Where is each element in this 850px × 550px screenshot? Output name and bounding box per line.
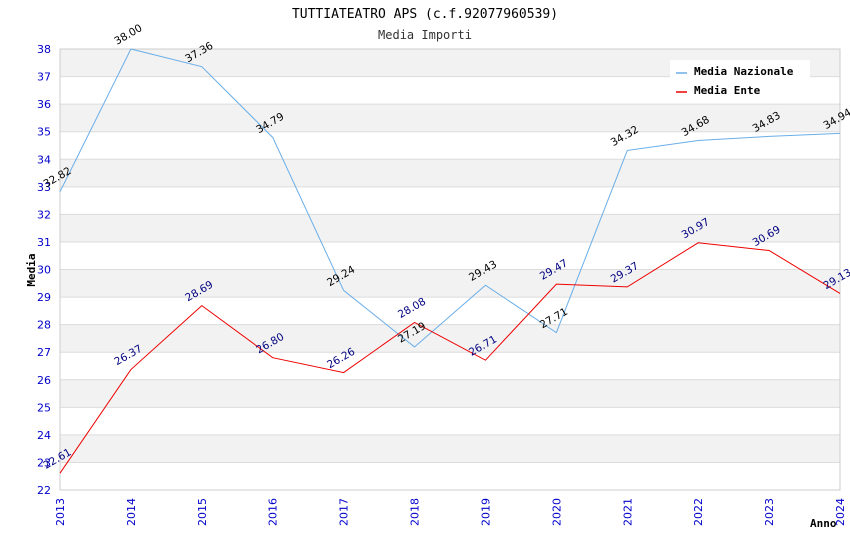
grid-band — [60, 434, 840, 463]
x-tick-label: 2013 — [54, 498, 67, 526]
x-tick-label: 2021 — [621, 498, 634, 526]
data-label: 38.00 — [112, 22, 144, 47]
grid-band — [60, 104, 840, 132]
y-tick-label: 27 — [37, 346, 51, 359]
y-tick-label: 35 — [37, 126, 51, 139]
legend-label-media-nazionale: Media Nazionale — [694, 65, 794, 78]
x-tick-label: 2022 — [692, 498, 705, 526]
x-tick-label: 2019 — [479, 498, 492, 526]
grid-lines — [60, 48, 840, 491]
chart-subtitle: Media Importi — [378, 28, 472, 42]
x-tick-label: 2017 — [338, 498, 351, 526]
y-tick-label: 33 — [37, 181, 51, 194]
y-tick-labels: 22 23 24 25 26 27 28 29 30 31 32 33 34 35 36 37 38 — [37, 43, 51, 497]
plot-area-border — [59, 48, 841, 491]
x-tick-labels: 2013 2014 2015 2016 2017 2018 2019 2020 2021 2022… — [54, 498, 847, 526]
legend: Media Nazionale Media Ente — [670, 60, 810, 102]
y-axis-label: Media — [25, 253, 38, 286]
x-tick-label: 2020 — [550, 498, 563, 526]
y-tick-label: 37 — [37, 71, 51, 84]
legend-label-media-ente: Media Ente — [694, 84, 761, 97]
grid-band — [60, 269, 840, 298]
series-line-media-ente — [59, 242, 841, 474]
x-tick-label: 2016 — [267, 498, 280, 526]
data-label: 22.61 — [42, 446, 74, 471]
y-tick-label: 31 — [37, 236, 51, 249]
y-tick-label: 26 — [37, 374, 51, 387]
x-tick-label: 2024 — [834, 498, 847, 526]
x-axis-label: Anno — [810, 517, 837, 530]
y-tick-label: 36 — [37, 98, 51, 111]
y-tick-label: 32 — [37, 208, 51, 221]
grid-band — [60, 379, 840, 408]
grid-band — [60, 214, 840, 242]
grid-bands — [60, 49, 840, 463]
y-tick-label: 25 — [37, 401, 51, 414]
y-tick-label: 29 — [37, 291, 51, 304]
y-tick-label: 24 — [37, 429, 51, 442]
y-tick-label: 22 — [37, 484, 51, 497]
y-tick-label: 38 — [37, 43, 51, 56]
data-label: 28.08 — [396, 296, 428, 321]
y-tick-label: 23 — [37, 456, 51, 469]
chart-title: TUTTIATEATRO APS (c.f.92077960539) — [292, 7, 558, 22]
grid-band — [60, 159, 840, 187]
y-tick-label: 30 — [37, 264, 51, 277]
x-tick-label: 2018 — [409, 498, 422, 526]
series-group — [59, 48, 841, 474]
x-tick-label: 2023 — [763, 498, 776, 526]
x-tick-label: 2014 — [125, 498, 138, 526]
legend-box — [670, 60, 810, 102]
y-tick-label: 28 — [37, 319, 51, 332]
y-tick-label: 34 — [37, 153, 51, 166]
x-tick-label: 2015 — [196, 498, 209, 526]
series-line-media-nazionale — [59, 48, 841, 348]
grid-band — [60, 324, 840, 353]
